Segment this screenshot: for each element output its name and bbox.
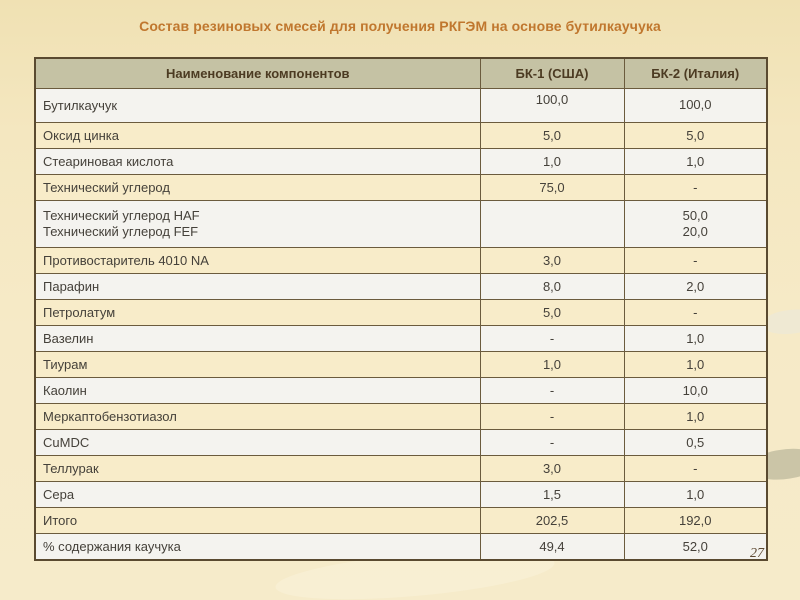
bk1-value: 202,5: [479, 507, 625, 534]
bk2-value: 10,0: [623, 377, 768, 404]
bk2-value: 0,5: [623, 429, 768, 456]
component-name: Бутилкаучук: [34, 88, 481, 123]
component-name: Стеариновая кислота: [34, 148, 481, 175]
table-row-rubber-percent: % содержания каучука 49,4 52,0: [34, 533, 768, 561]
slide-title: Состав резиновых смесей для получения РК…: [139, 18, 661, 34]
column-header-bk1: БК-1 (США): [479, 57, 625, 89]
bk2-value: 5,0: [623, 122, 768, 149]
bk1-value: 3,0: [479, 247, 625, 274]
table-row: Бутилкаучук 100,0 100,0: [34, 88, 768, 123]
bk1-value: 5,0: [479, 122, 625, 149]
bk1-value: -: [479, 325, 625, 352]
table-row: Каолин - 10,0: [34, 377, 768, 404]
component-name: Парафин: [34, 273, 481, 300]
component-name: Вазелин: [34, 325, 481, 352]
bk2-value: 2,0: [623, 273, 768, 300]
component-name: Петролатум: [34, 299, 481, 326]
bk2-value: 100,0: [623, 88, 768, 123]
bk2-value: 1,0: [623, 351, 768, 378]
table-row: Противостаритель 4010 NA 3,0 -: [34, 247, 768, 274]
table-row: Меркаптобензотиазол - 1,0: [34, 403, 768, 430]
bk2-value: 1,0: [623, 481, 768, 508]
bk2-value: 1,0: [623, 148, 768, 175]
bk1-value: 8,0: [479, 273, 625, 300]
table-row: Тиурам 1,0 1,0: [34, 351, 768, 378]
table-row: Парафин 8,0 2,0: [34, 273, 768, 300]
bk1-value: 49,4: [479, 533, 625, 561]
bk1-value: 75,0: [479, 174, 625, 201]
bk1-value: -: [479, 377, 625, 404]
bk2-value: 1,0: [623, 325, 768, 352]
component-name: Оксид цинка: [34, 122, 481, 149]
component-name: Каолин: [34, 377, 481, 404]
table-row: Технический углерод 75,0 -: [34, 174, 768, 201]
table-row: Сера 1,5 1,0: [34, 481, 768, 508]
bk2-value: 52,0: [623, 533, 768, 561]
bk1-value: 5,0: [479, 299, 625, 326]
component-name: Технический углерод: [34, 174, 481, 201]
table-row-total: Итого 202,5 192,0: [34, 507, 768, 534]
composition-table: Наименование компонентов БК-1 (США) БК-2…: [34, 57, 768, 561]
component-name: Тиурам: [34, 351, 481, 378]
bk1-value: 1,0: [479, 148, 625, 175]
bk2-value: -: [623, 455, 768, 482]
bk1-value: -: [479, 403, 625, 430]
component-name: Противостаритель 4010 NA: [34, 247, 481, 274]
bk2-value: 50,0 20,0: [623, 200, 768, 248]
table-row: Стеариновая кислота 1,0 1,0: [34, 148, 768, 175]
table-row: Вазелин - 1,0: [34, 325, 768, 352]
component-name: Сера: [34, 481, 481, 508]
component-name: Теллурак: [34, 455, 481, 482]
table-row: CuMDC - 0,5: [34, 429, 768, 456]
bk2-value: 1,0: [623, 403, 768, 430]
bk2-value: 192,0: [623, 507, 768, 534]
page-number: 27: [750, 546, 764, 561]
bk2-value: -: [623, 247, 768, 274]
bk1-value: 1,0: [479, 351, 625, 378]
column-header-components: Наименование компонентов: [34, 57, 481, 89]
bk2-value: -: [623, 174, 768, 201]
bk1-value: -: [479, 429, 625, 456]
component-name: % содержания каучука: [34, 533, 481, 561]
table-row: Оксид цинка 5,0 5,0: [34, 122, 768, 149]
component-name: Меркаптобензотиазол: [34, 403, 481, 430]
component-name: Технический углерод HAF Технический угле…: [34, 200, 481, 248]
table-row: Теллурак 3,0 -: [34, 455, 768, 482]
table-row: Технический углерод HAF Технический угле…: [34, 200, 768, 248]
bk2-value: -: [623, 299, 768, 326]
bk1-value: 3,0: [479, 455, 625, 482]
component-name: CuMDC: [34, 429, 481, 456]
bk1-value: [479, 200, 625, 248]
bk1-value: 1,5: [479, 481, 625, 508]
column-header-bk2: БК-2 (Италия): [623, 57, 768, 89]
bk1-value: 100,0: [479, 88, 625, 123]
table-row: Петролатум 5,0 -: [34, 299, 768, 326]
component-name: Итого: [34, 507, 481, 534]
table-header-row: Наименование компонентов БК-1 (США) БК-2…: [34, 57, 768, 89]
